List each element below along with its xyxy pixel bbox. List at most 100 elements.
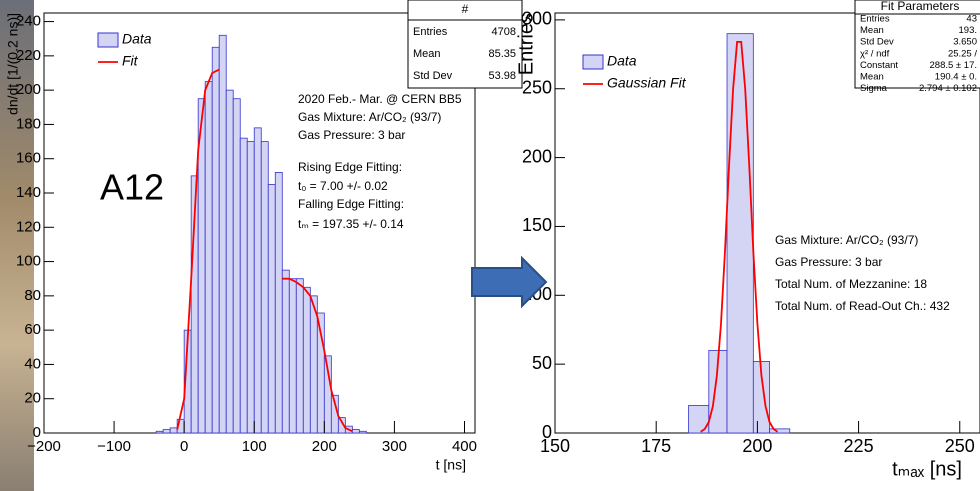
arrow: [471, 255, 548, 309]
stats-key: Entries: [413, 26, 448, 38]
stats-box: [854, 0, 980, 89]
stats-value: 288.5 ± 17.: [930, 60, 977, 71]
annotation: Falling Edge Fitting:: [298, 197, 404, 211]
histogram-bar: [288, 278, 297, 434]
x-tick-label: 400: [452, 438, 477, 455]
y-tick-label: 220: [16, 47, 41, 64]
x-tick-label: 250: [945, 436, 975, 456]
y-tick-label: 40: [24, 355, 41, 372]
x-tick-label: −100: [97, 438, 131, 455]
histogram-bar: [162, 429, 171, 434]
legend-swatch: [97, 32, 119, 48]
stats-key: Sigma: [860, 83, 888, 94]
histogram-bar: [281, 269, 290, 434]
stats-key: Mean: [860, 72, 884, 83]
y-tick-label: 100: [16, 253, 41, 270]
stats-key: Constant: [860, 60, 898, 71]
chart-panel: 150 175 200 225 250050100150200250300Entries…: [515, 0, 980, 480]
x-tick-label: −200: [27, 438, 61, 455]
y-tick-label: 0: [33, 424, 41, 441]
stats-value: 190.4 ± 0.: [935, 72, 977, 83]
legend-label: Data: [122, 31, 152, 47]
histogram-bar: [253, 127, 262, 434]
histogram-bar: [302, 286, 311, 434]
fit-curve: [700, 41, 779, 433]
legend-label: Data: [607, 53, 637, 69]
histogram-bar: [267, 184, 276, 434]
annotation: Total Num. of Read-Out Ch.: 432: [775, 299, 950, 313]
histogram-bar: [260, 141, 269, 434]
histogram-bar: [769, 428, 791, 434]
stats-key: Std Dev: [860, 37, 894, 48]
x-tick-label: 150: [540, 436, 570, 456]
y-tick-label: 180: [16, 115, 41, 132]
annotation: Gas Pressure: 3 bar: [775, 255, 882, 269]
histogram-bar: [246, 141, 255, 434]
stats-value: 4708: [492, 26, 516, 38]
y-tick-label: 160: [16, 150, 41, 167]
x-axis-title: t [ns]: [436, 457, 466, 473]
histogram-bar: [351, 429, 360, 434]
stats-value: 53.98: [488, 70, 516, 82]
stats-key: Mean: [860, 25, 884, 36]
histogram-bar: [232, 98, 241, 434]
annotation: t₀ = 7.00 +/- 0.02: [298, 179, 388, 193]
y-tick-label: 140: [16, 184, 41, 201]
histogram-bar: [225, 89, 234, 434]
histogram-bar: [239, 137, 248, 434]
x-tick-label: 100: [242, 438, 267, 455]
x-tick-label: 175: [641, 436, 671, 456]
legend-swatch: [582, 54, 604, 70]
stats-key: χ² / ndf: [860, 48, 890, 59]
annotation: Rising Edge Fitting:: [298, 160, 402, 174]
annotation: tₘ = 197.35 +/- 0.14: [298, 217, 404, 231]
fit-curve: [176, 68, 353, 433]
stats-key: Entries: [860, 14, 890, 25]
y-tick-label: 150: [522, 215, 552, 235]
annotation: Total Num. of Mezzanine: 18: [775, 277, 927, 291]
histogram-bar: [323, 355, 332, 434]
histogram-bar: [337, 417, 346, 434]
annotation: Gas Mixture: Ar/CO₂ (93/7): [298, 110, 441, 124]
stats-box: [407, 0, 523, 89]
y-axis-title: Entries: [515, 13, 537, 75]
stats-value: 193.: [959, 25, 978, 36]
stats-key: Std Dev: [413, 70, 453, 82]
y-tick-label: 60: [24, 321, 41, 338]
photo-strip: [0, 0, 34, 491]
y-tick-label: 240: [16, 13, 41, 30]
legend-label: Gaussian Fit: [607, 75, 687, 91]
stats-title: #: [462, 2, 469, 16]
histogram-bar: [309, 295, 318, 434]
annotation: Gas Mixture: Ar/CO₂ (93/7): [775, 233, 918, 247]
y-tick-label: 80: [24, 287, 41, 304]
y-tick-label: 300: [522, 9, 552, 29]
x-tick-label: 200: [312, 438, 337, 455]
histogram-bar: [211, 46, 220, 434]
x-tick-label: 200: [742, 436, 772, 456]
histogram-bar: [169, 427, 178, 434]
y-axis-title: dn/dt [1/(0.2 ns)]: [5, 13, 21, 115]
chart-panel: −200 −100 0 100 200 300 400 0 20 40 60 80 100 120 140 1…: [5, 0, 523, 473]
histogram-bar: [155, 430, 164, 434]
y-tick-label: 200: [522, 146, 552, 166]
histogram-bar: [358, 430, 367, 434]
histogram-bar: [204, 81, 213, 434]
x-axis-title: tₘₐₓ [ns]: [892, 458, 962, 480]
y-tick-label: 20: [24, 390, 41, 407]
stats-title: Fit Parameters: [881, 0, 960, 13]
stats-value: 25.25 /: [948, 48, 977, 59]
histogram-bar: [295, 278, 304, 434]
histogram-bar: [218, 34, 227, 434]
y-tick-label: 120: [16, 218, 41, 235]
x-tick-label: 225: [844, 436, 874, 456]
y-tick-label: 0: [542, 422, 552, 442]
x-tick-label: 0: [180, 438, 188, 455]
stats-value: 3.650: [953, 37, 977, 48]
stats-key: Mean: [413, 48, 441, 60]
stats-value: 85.35: [488, 48, 516, 60]
legend-label: Fit: [122, 53, 139, 69]
histogram-bar: [726, 33, 754, 434]
y-tick-label: 50: [532, 353, 552, 373]
